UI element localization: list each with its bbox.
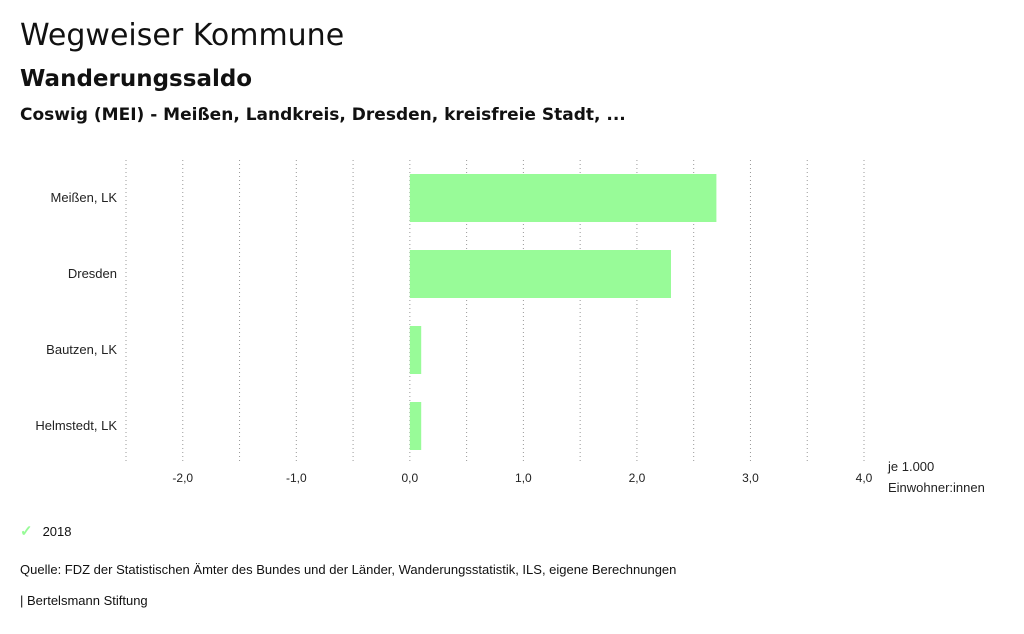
legend-label: 2018 xyxy=(42,523,72,539)
category-label: Dresden xyxy=(68,266,117,281)
chart-subtitle: Wanderungssaldo xyxy=(20,66,253,92)
category-label: Meißen, LK xyxy=(51,190,118,205)
x-tick-label: 2,0 xyxy=(629,471,646,485)
bar xyxy=(409,402,422,450)
x-tick-label: 3,0 xyxy=(742,471,759,485)
bar-chart: Meißen, LK Dresden Bautzen, LK Helmstedt, L… xyxy=(35,160,985,495)
source-note: Quelle: FDZ der Statistischen Ämter des … xyxy=(20,562,677,577)
legend[interactable]: ✓ 2018 xyxy=(20,522,72,540)
checkmark-icon[interactable]: ✓ xyxy=(20,523,33,540)
x-tick-label: 4,0 xyxy=(856,471,873,485)
page-title: Wegweiser Kommune xyxy=(20,18,345,53)
category-label: Helmstedt, LK xyxy=(35,418,117,433)
region-title: Coswig (MEI) - Meißen, Landkreis, Dresde… xyxy=(20,105,626,125)
x-tick-label: 1,0 xyxy=(515,471,532,485)
footer-credit: | Bertelsmann Stiftung xyxy=(20,593,148,608)
x-tick-label: -1,0 xyxy=(286,471,307,485)
x-tick-label: 0,0 xyxy=(402,471,419,485)
x-axis-unit-line2: Einwohner:innen xyxy=(888,480,985,495)
bar xyxy=(409,174,717,222)
bar xyxy=(409,250,671,298)
x-tick-label: -2,0 xyxy=(172,471,193,485)
bar xyxy=(409,326,422,374)
category-label: Bautzen, LK xyxy=(46,342,117,357)
x-axis-unit-line1: je 1.000 xyxy=(887,459,934,474)
